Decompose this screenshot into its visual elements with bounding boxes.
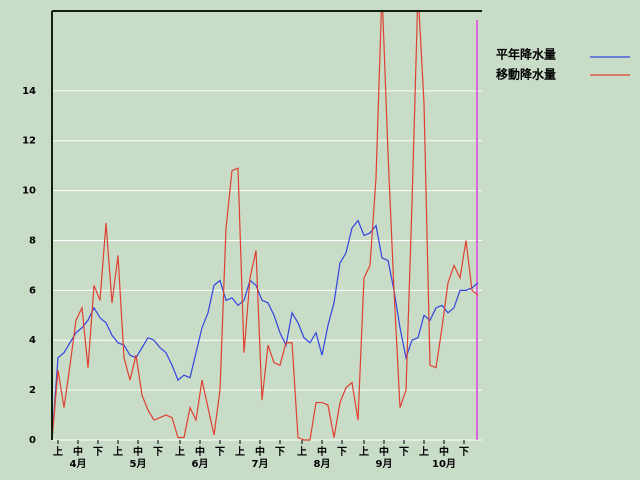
x-tick-label: 上	[235, 445, 245, 458]
legend-label: 移動降水量	[496, 67, 556, 82]
x-month-label: 5月	[130, 458, 147, 470]
x-month-label: 8月	[314, 458, 331, 470]
y-tick-label: 12	[22, 136, 36, 147]
y-tick-label: 4	[29, 335, 36, 346]
x-tick-label: 上	[359, 445, 369, 458]
x-tick-label: 下	[93, 446, 103, 458]
series-line	[52, 219, 479, 441]
y-tick-label: 0	[29, 435, 36, 446]
x-tick-label: 下	[275, 446, 285, 458]
y-tick-label: 2	[29, 385, 36, 396]
x-tick-label: 上	[113, 445, 123, 458]
y-tick-label: 10	[22, 186, 36, 197]
y-tick-label: 8	[29, 235, 36, 246]
x-tick-label: 中	[133, 445, 143, 458]
x-tick-label: 下	[459, 446, 469, 458]
x-tick-label: 上	[419, 445, 429, 458]
x-tick-label: 中	[379, 445, 389, 458]
series-line	[52, 11, 479, 441]
y-tick-label: 6	[29, 285, 36, 296]
x-tick-label: 上	[53, 445, 63, 458]
x-tick-label: 下	[153, 446, 163, 458]
x-month-label: 10月	[432, 458, 456, 470]
y-tick-label: 14	[22, 86, 36, 97]
x-tick-label: 上	[175, 445, 185, 458]
x-month-label: 7月	[252, 458, 269, 470]
x-tick-label: 中	[317, 445, 327, 458]
x-tick-label: 上	[297, 445, 307, 458]
legend-label: 平年降水量	[496, 47, 556, 62]
x-month-label: 9月	[376, 458, 393, 470]
x-tick-label: 下	[215, 446, 225, 458]
x-tick-label: 下	[399, 446, 409, 458]
x-tick-label: 中	[255, 445, 265, 458]
x-tick-label: 中	[73, 445, 83, 458]
x-tick-label: 中	[195, 445, 205, 458]
x-month-label: 6月	[192, 458, 209, 470]
x-tick-label: 中	[439, 445, 449, 458]
x-tick-label: 下	[337, 446, 347, 458]
x-month-label: 4月	[70, 458, 87, 470]
legend: 平年降水量 移動降水量	[496, 47, 630, 82]
